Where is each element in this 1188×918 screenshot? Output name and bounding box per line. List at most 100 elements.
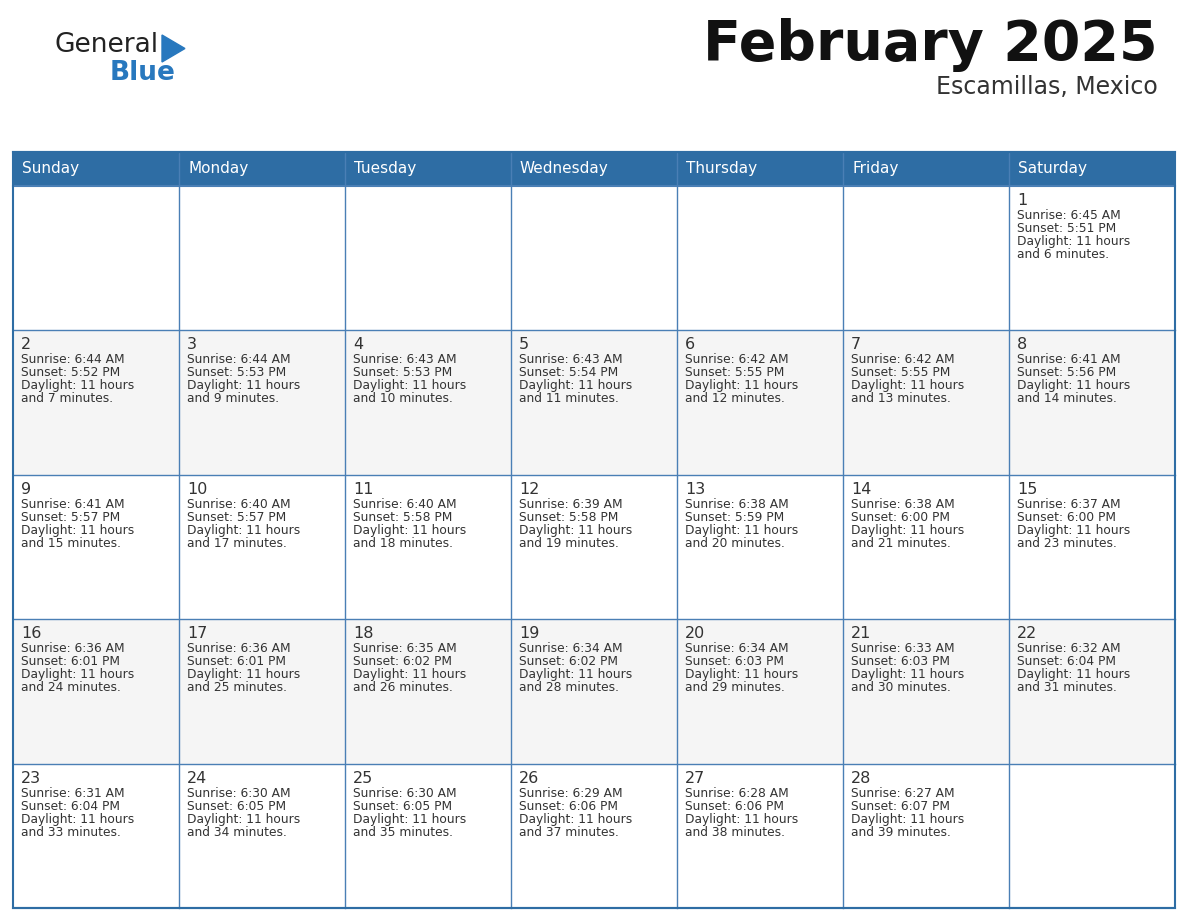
Text: and 24 minutes.: and 24 minutes. [21,681,121,694]
Text: Sunset: 5:57 PM: Sunset: 5:57 PM [21,510,120,524]
Text: 10: 10 [187,482,208,497]
Bar [13,152,1175,908]
Text: 22: 22 [1017,626,1037,641]
Text: Sunrise: 6:44 AM: Sunrise: 6:44 AM [21,353,125,366]
Text: and 34 minutes.: and 34 minutes. [187,825,286,839]
Text: 3: 3 [187,338,197,353]
Text: 20: 20 [685,626,706,641]
Text: Daylight: 11 hours: Daylight: 11 hours [519,668,632,681]
Polygon shape [162,35,185,62]
Bar [13,330,1175,475]
Text: February 2025: February 2025 [703,18,1158,72]
Text: 28: 28 [851,770,871,786]
Text: Sunset: 5:58 PM: Sunset: 5:58 PM [519,510,619,524]
Text: Sunset: 5:52 PM: Sunset: 5:52 PM [21,366,120,379]
Text: Daylight: 11 hours: Daylight: 11 hours [187,379,301,392]
Text: Daylight: 11 hours: Daylight: 11 hours [21,524,134,537]
Text: and 13 minutes.: and 13 minutes. [851,392,950,406]
Text: 14: 14 [851,482,871,497]
Text: Daylight: 11 hours: Daylight: 11 hours [21,379,134,392]
Text: Daylight: 11 hours: Daylight: 11 hours [851,812,965,825]
Text: Sunset: 6:03 PM: Sunset: 6:03 PM [685,655,784,668]
Text: and 19 minutes.: and 19 minutes. [519,537,619,550]
Text: Sunset: 5:51 PM: Sunset: 5:51 PM [1017,222,1117,235]
Text: Sunset: 6:03 PM: Sunset: 6:03 PM [851,655,950,668]
Text: 23: 23 [21,770,42,786]
Text: 9: 9 [21,482,31,497]
Text: Sunset: 6:06 PM: Sunset: 6:06 PM [685,800,784,812]
Text: 2: 2 [21,338,31,353]
Text: Sunset: 5:53 PM: Sunset: 5:53 PM [187,366,286,379]
Text: Sunrise: 6:34 AM: Sunrise: 6:34 AM [685,643,789,655]
Text: and 35 minutes.: and 35 minutes. [353,825,453,839]
Text: Daylight: 11 hours: Daylight: 11 hours [685,812,798,825]
Text: and 26 minutes.: and 26 minutes. [353,681,453,694]
Text: Sunset: 5:55 PM: Sunset: 5:55 PM [851,366,950,379]
Bar [13,764,1175,908]
Text: Daylight: 11 hours: Daylight: 11 hours [187,524,301,537]
Text: Daylight: 11 hours: Daylight: 11 hours [187,668,301,681]
Bar [13,186,1175,330]
Text: 6: 6 [685,338,695,353]
Text: Friday: Friday [852,162,898,176]
Text: and 31 minutes.: and 31 minutes. [1017,681,1117,694]
Text: Daylight: 11 hours: Daylight: 11 hours [353,812,466,825]
Text: Sunrise: 6:43 AM: Sunrise: 6:43 AM [353,353,456,366]
Text: Sunrise: 6:33 AM: Sunrise: 6:33 AM [851,643,955,655]
Text: and 20 minutes.: and 20 minutes. [685,537,785,550]
Text: and 30 minutes.: and 30 minutes. [851,681,950,694]
Bar [13,620,1175,764]
Text: Sunrise: 6:30 AM: Sunrise: 6:30 AM [353,787,456,800]
Text: Sunrise: 6:28 AM: Sunrise: 6:28 AM [685,787,789,800]
Text: Sunset: 5:59 PM: Sunset: 5:59 PM [685,510,784,524]
Text: Daylight: 11 hours: Daylight: 11 hours [851,379,965,392]
Text: and 38 minutes.: and 38 minutes. [685,825,785,839]
Text: Sunrise: 6:38 AM: Sunrise: 6:38 AM [685,498,789,510]
Text: and 28 minutes.: and 28 minutes. [519,681,619,694]
Text: Daylight: 11 hours: Daylight: 11 hours [685,524,798,537]
Text: Saturday: Saturday [1018,162,1087,176]
Text: Daylight: 11 hours: Daylight: 11 hours [1017,235,1130,248]
Text: Blue: Blue [110,60,176,86]
Text: Sunset: 6:06 PM: Sunset: 6:06 PM [519,800,618,812]
Text: Daylight: 11 hours: Daylight: 11 hours [519,379,632,392]
Text: and 14 minutes.: and 14 minutes. [1017,392,1117,406]
Text: Sunrise: 6:34 AM: Sunrise: 6:34 AM [519,643,623,655]
Text: 17: 17 [187,626,208,641]
Bar [13,152,1175,186]
Text: Sunrise: 6:36 AM: Sunrise: 6:36 AM [187,643,291,655]
Bar [13,475,1175,620]
Text: 7: 7 [851,338,861,353]
Text: Sunrise: 6:37 AM: Sunrise: 6:37 AM [1017,498,1120,510]
Text: 13: 13 [685,482,706,497]
Text: Sunset: 5:56 PM: Sunset: 5:56 PM [1017,366,1117,379]
Text: Daylight: 11 hours: Daylight: 11 hours [851,524,965,537]
Text: Sunrise: 6:35 AM: Sunrise: 6:35 AM [353,643,456,655]
Text: Sunset: 6:02 PM: Sunset: 6:02 PM [353,655,451,668]
Text: Daylight: 11 hours: Daylight: 11 hours [851,668,965,681]
Text: and 9 minutes.: and 9 minutes. [187,392,279,406]
Text: Sunset: 6:01 PM: Sunset: 6:01 PM [187,655,286,668]
Text: Daylight: 11 hours: Daylight: 11 hours [353,668,466,681]
Text: 15: 15 [1017,482,1037,497]
Text: Thursday: Thursday [685,162,757,176]
Text: Sunrise: 6:41 AM: Sunrise: 6:41 AM [1017,353,1120,366]
Text: Sunrise: 6:45 AM: Sunrise: 6:45 AM [1017,209,1120,222]
Text: and 37 minutes.: and 37 minutes. [519,825,619,839]
Text: Sunrise: 6:42 AM: Sunrise: 6:42 AM [851,353,955,366]
Text: 24: 24 [187,770,207,786]
Text: Sunset: 6:00 PM: Sunset: 6:00 PM [1017,510,1116,524]
Text: and 7 minutes.: and 7 minutes. [21,392,113,406]
Text: Sunrise: 6:39 AM: Sunrise: 6:39 AM [519,498,623,510]
Text: and 29 minutes.: and 29 minutes. [685,681,785,694]
Text: Sunset: 5:57 PM: Sunset: 5:57 PM [187,510,286,524]
Text: and 6 minutes.: and 6 minutes. [1017,248,1110,261]
Text: Sunset: 6:05 PM: Sunset: 6:05 PM [353,800,453,812]
Text: and 39 minutes.: and 39 minutes. [851,825,950,839]
Text: Daylight: 11 hours: Daylight: 11 hours [1017,524,1130,537]
Text: Sunset: 6:00 PM: Sunset: 6:00 PM [851,510,950,524]
Text: and 21 minutes.: and 21 minutes. [851,537,950,550]
Text: 11: 11 [353,482,373,497]
Text: Daylight: 11 hours: Daylight: 11 hours [21,812,134,825]
Text: Sunset: 6:04 PM: Sunset: 6:04 PM [1017,655,1116,668]
